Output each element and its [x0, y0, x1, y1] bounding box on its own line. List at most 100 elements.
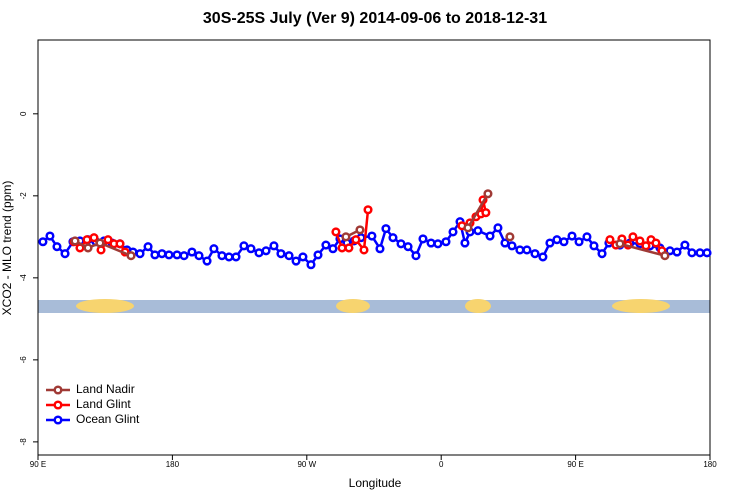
point — [246, 244, 256, 254]
y-tick-label: -8 — [19, 438, 28, 446]
legend-label: Land Glint — [76, 397, 131, 411]
point — [60, 249, 70, 259]
legend-label: Ocean Glint — [76, 412, 140, 426]
point — [126, 251, 136, 261]
point — [143, 242, 153, 252]
point — [641, 241, 651, 251]
point — [164, 250, 174, 260]
point — [194, 251, 204, 261]
point — [493, 223, 503, 233]
point — [460, 238, 470, 248]
point — [660, 251, 670, 261]
point — [567, 231, 577, 241]
ocean-strip — [38, 300, 710, 313]
point — [359, 245, 369, 255]
point — [403, 242, 413, 252]
point — [388, 233, 398, 243]
point — [276, 249, 286, 259]
point — [351, 235, 361, 245]
point — [702, 248, 712, 258]
y-tick-label: -4 — [19, 274, 28, 282]
x-tick-label: 180 — [703, 460, 717, 469]
point — [507, 241, 517, 251]
point — [355, 225, 365, 235]
point — [530, 249, 540, 259]
point — [38, 237, 48, 247]
point — [597, 249, 607, 259]
point — [254, 248, 264, 258]
point — [433, 239, 443, 249]
point — [331, 227, 341, 237]
surface-strip — [38, 299, 710, 313]
point — [291, 256, 301, 266]
point — [103, 235, 113, 245]
point — [426, 238, 436, 248]
point — [559, 237, 569, 247]
point — [538, 252, 548, 262]
y-tick-label: -6 — [19, 356, 28, 364]
point — [463, 223, 473, 233]
land-patch — [76, 299, 134, 313]
point — [483, 189, 493, 199]
point — [321, 240, 331, 250]
point — [396, 239, 406, 249]
point — [473, 226, 483, 236]
point — [82, 235, 92, 245]
point — [328, 244, 338, 254]
point — [672, 247, 682, 257]
point — [574, 237, 584, 247]
point — [70, 236, 80, 246]
plot-frame — [37, 39, 711, 456]
x-tick-label: 0 — [439, 460, 444, 469]
point — [635, 236, 645, 246]
point — [298, 252, 308, 262]
point — [589, 241, 599, 251]
chart-title: 30S-25S July (Ver 9) 2014-09-06 to 2018-… — [203, 10, 547, 27]
y-axis-label: XCO2 - MLO trend (ppm) — [0, 181, 14, 316]
point — [157, 249, 167, 259]
series-line — [74, 193, 666, 257]
point — [418, 234, 428, 244]
point — [367, 231, 377, 241]
point — [448, 227, 458, 237]
point — [187, 247, 197, 257]
point — [261, 246, 271, 256]
legend-marker — [53, 385, 63, 395]
point — [135, 249, 145, 259]
point — [515, 245, 525, 255]
point — [224, 252, 234, 262]
land-patch — [612, 299, 670, 313]
land-patch — [465, 299, 491, 313]
point — [45, 231, 55, 241]
point — [306, 260, 316, 270]
point — [505, 232, 515, 242]
point — [115, 239, 125, 249]
point — [695, 248, 705, 258]
point — [96, 245, 106, 255]
point — [337, 243, 347, 253]
point — [651, 238, 661, 248]
x-tick-label: 90 W — [297, 460, 316, 469]
y-tick-label: -2 — [19, 192, 28, 200]
point — [172, 250, 182, 260]
point — [615, 239, 625, 249]
point — [545, 238, 555, 248]
point — [687, 248, 697, 258]
x-tick-label: 90 E — [30, 460, 46, 469]
point — [313, 250, 323, 260]
point — [522, 245, 532, 255]
point — [239, 241, 249, 251]
land-patch — [336, 299, 370, 313]
point — [363, 205, 373, 215]
legend-label: Land Nadir — [76, 382, 135, 396]
point — [89, 233, 99, 243]
point — [202, 256, 212, 266]
point — [552, 235, 562, 245]
point — [83, 243, 93, 253]
point — [95, 238, 105, 248]
point — [381, 224, 391, 234]
point — [485, 231, 495, 241]
point — [209, 244, 219, 254]
point — [150, 250, 160, 260]
